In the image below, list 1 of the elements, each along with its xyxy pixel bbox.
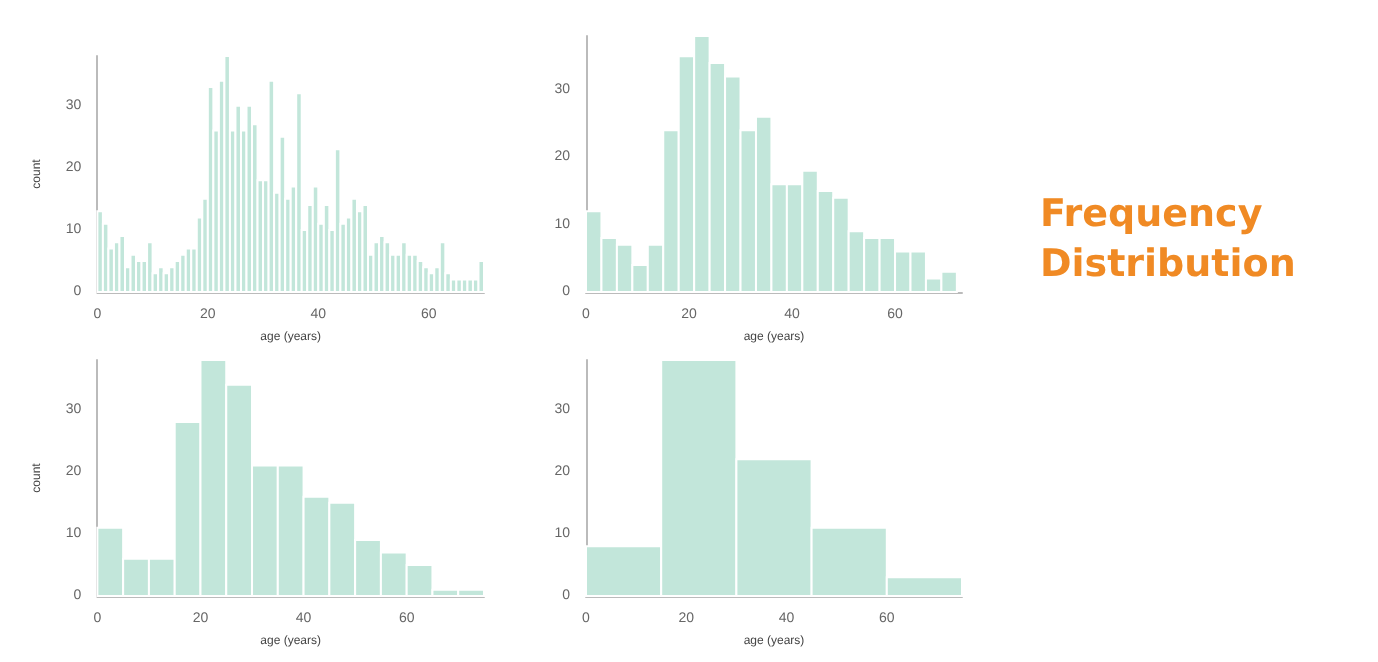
- text: Frequency Distribution: [1040, 190, 1298, 290]
